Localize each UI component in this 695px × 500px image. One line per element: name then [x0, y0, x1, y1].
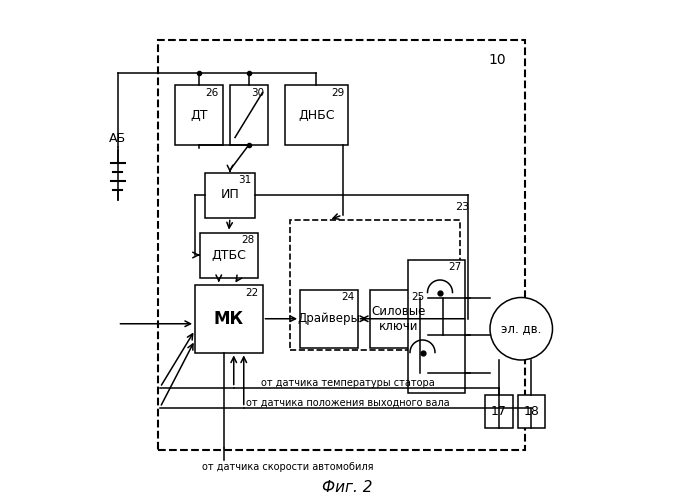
Text: 29: 29 [331, 88, 344, 98]
Text: ДТБС: ДТБС [211, 248, 246, 262]
Bar [195, 285, 263, 352]
Text: 26: 26 [206, 88, 219, 98]
Bar [300, 290, 357, 348]
Text: от датчика скорости автомобиля: от датчика скорости автомобиля [202, 462, 374, 472]
Text: 22: 22 [246, 288, 259, 298]
Circle shape [490, 298, 553, 360]
Text: АБ: АБ [109, 132, 126, 145]
Bar [205, 172, 255, 218]
Bar [290, 220, 460, 350]
Text: 18: 18 [523, 405, 539, 418]
Text: 27: 27 [448, 262, 461, 272]
Text: 30: 30 [251, 88, 264, 98]
Bar [485, 395, 512, 428]
Text: 31: 31 [238, 175, 252, 185]
Text: ДНБС: ДНБС [298, 108, 334, 122]
Text: от датчика положения выходного вала: от датчика положения выходного вала [246, 398, 449, 407]
Text: эл. дв.: эл. дв. [501, 322, 541, 335]
Text: 23: 23 [455, 202, 469, 212]
Text: 10: 10 [489, 53, 507, 67]
Text: ИП: ИП [220, 188, 239, 202]
Text: Силовые
ключи: Силовые ключи [372, 304, 426, 333]
Bar [285, 85, 348, 145]
Text: Драйверы: Драйверы [297, 312, 360, 325]
Text: от датчика температуры статора: от датчика температуры статора [261, 378, 434, 388]
Text: 28: 28 [240, 235, 254, 245]
Text: 17: 17 [491, 405, 507, 418]
Bar [407, 260, 465, 392]
Bar [175, 85, 222, 145]
Text: ДТ: ДТ [190, 108, 208, 122]
Text: 25: 25 [411, 292, 424, 302]
Bar [518, 395, 545, 428]
Bar [200, 232, 258, 278]
Bar [230, 85, 268, 145]
Text: Фиг. 2: Фиг. 2 [322, 480, 373, 495]
Bar [158, 40, 525, 450]
Bar [370, 290, 427, 348]
Text: 24: 24 [341, 292, 354, 302]
Text: МК: МК [213, 310, 244, 328]
